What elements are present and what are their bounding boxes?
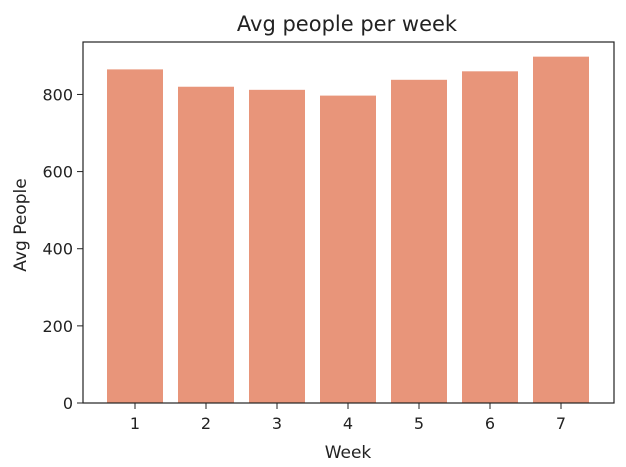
y-tick-label: 200	[42, 317, 73, 336]
bar-week-5	[391, 79, 447, 404]
x-tick-label: 2	[201, 414, 211, 433]
x-tick-label: 3	[272, 414, 282, 433]
x-tick-label: 1	[130, 414, 140, 433]
bar-week-6	[462, 71, 518, 404]
bar-week-3	[249, 89, 305, 404]
x-tick-label: 5	[414, 414, 424, 433]
x-axis-label: Week	[325, 443, 372, 463]
x-ticks: 1 2 3 4 5 6 7	[130, 403, 566, 433]
x-tick-label: 4	[343, 414, 353, 433]
y-tick-label: 0	[63, 394, 73, 413]
plot-frame	[82, 41, 615, 404]
y-tick-label: 400	[42, 240, 73, 259]
x-tick-label: 7	[556, 414, 566, 433]
chart-title: Avg people per week	[237, 12, 458, 36]
x-tick-label: 6	[485, 414, 495, 433]
bar-week-2	[178, 86, 234, 403]
y-axis-label: Avg People	[11, 178, 31, 271]
bar-week-4	[320, 95, 376, 403]
bar-week-1	[107, 69, 163, 403]
y-ticks: 0 200 400 600 800	[42, 85, 83, 413]
y-tick-label: 800	[42, 85, 73, 104]
bars-group	[107, 56, 589, 404]
y-tick-label: 600	[42, 163, 73, 182]
bar-week-7	[533, 56, 589, 404]
